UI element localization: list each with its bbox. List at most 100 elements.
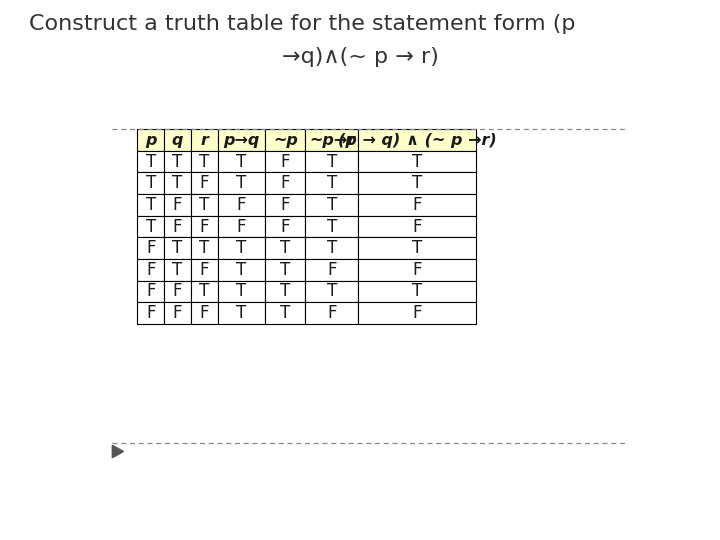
Bar — [265, 259, 305, 281]
Text: F: F — [146, 282, 156, 300]
Text: T: T — [412, 153, 422, 171]
Bar — [359, 151, 476, 172]
Text: F: F — [146, 261, 156, 279]
Bar — [138, 281, 164, 302]
Text: T: T — [173, 153, 183, 171]
Bar — [305, 129, 359, 151]
Bar — [305, 151, 359, 172]
Bar — [359, 194, 476, 216]
Text: F: F — [327, 261, 337, 279]
Text: T: T — [327, 153, 337, 171]
Bar — [217, 259, 265, 281]
Text: F: F — [146, 304, 156, 322]
Bar — [359, 172, 476, 194]
Text: T: T — [412, 174, 422, 192]
Text: q: q — [172, 132, 184, 147]
Text: F: F — [413, 261, 422, 279]
Text: Construct a truth table for the statement form (p: Construct a truth table for the statemen… — [29, 14, 575, 35]
Text: F: F — [237, 218, 246, 235]
Bar — [359, 302, 476, 324]
Bar — [265, 238, 305, 259]
Text: T: T — [236, 153, 247, 171]
Bar — [265, 194, 305, 216]
Bar — [217, 238, 265, 259]
Text: T: T — [145, 218, 156, 235]
Bar — [164, 259, 191, 281]
Text: F: F — [199, 174, 209, 192]
Bar — [138, 259, 164, 281]
Bar — [138, 172, 164, 194]
Bar — [164, 302, 191, 324]
Bar — [164, 238, 191, 259]
Text: T: T — [327, 174, 337, 192]
Text: F: F — [199, 304, 209, 322]
Text: T: T — [199, 196, 210, 214]
Bar — [164, 216, 191, 238]
Bar — [359, 216, 476, 238]
Text: T: T — [236, 239, 247, 257]
Bar — [305, 259, 359, 281]
Bar — [265, 302, 305, 324]
Text: ~p: ~p — [273, 132, 298, 147]
Text: T: T — [173, 239, 183, 257]
Bar — [164, 151, 191, 172]
Text: T: T — [199, 282, 210, 300]
Text: F: F — [281, 196, 290, 214]
Bar — [265, 281, 305, 302]
Bar — [359, 238, 476, 259]
Bar — [305, 194, 359, 216]
Bar — [191, 259, 217, 281]
Bar — [265, 151, 305, 172]
Text: F: F — [173, 304, 182, 322]
Text: F: F — [413, 196, 422, 214]
Bar — [138, 129, 164, 151]
Bar — [191, 281, 217, 302]
Text: T: T — [412, 282, 422, 300]
Text: F: F — [199, 261, 209, 279]
Text: T: T — [145, 174, 156, 192]
Bar — [305, 302, 359, 324]
Bar — [359, 281, 476, 302]
Text: F: F — [281, 174, 290, 192]
Bar — [217, 302, 265, 324]
Text: →q)∧(~ p → r): →q)∧(~ p → r) — [282, 46, 438, 67]
Bar — [138, 194, 164, 216]
Text: (p → q) ∧ (~ p →r): (p → q) ∧ (~ p →r) — [338, 132, 496, 147]
Bar — [305, 281, 359, 302]
Bar — [164, 129, 191, 151]
Text: T: T — [236, 304, 247, 322]
Text: T: T — [173, 174, 183, 192]
Text: T: T — [145, 196, 156, 214]
Bar — [217, 281, 265, 302]
Text: T: T — [236, 282, 247, 300]
Bar — [217, 129, 265, 151]
Bar — [217, 194, 265, 216]
Bar — [217, 216, 265, 238]
Text: F: F — [146, 239, 156, 257]
Bar — [138, 151, 164, 172]
Bar — [191, 302, 217, 324]
Text: T: T — [173, 261, 183, 279]
Text: T: T — [145, 153, 156, 171]
Text: F: F — [281, 153, 290, 171]
Bar — [164, 194, 191, 216]
Text: F: F — [173, 196, 182, 214]
Text: F: F — [413, 218, 422, 235]
Text: T: T — [280, 304, 290, 322]
Bar — [191, 238, 217, 259]
Bar — [265, 172, 305, 194]
Bar — [138, 216, 164, 238]
Text: F: F — [413, 304, 422, 322]
Bar — [265, 216, 305, 238]
Bar — [305, 238, 359, 259]
Text: T: T — [412, 239, 422, 257]
Text: F: F — [173, 282, 182, 300]
Polygon shape — [112, 446, 124, 458]
Text: F: F — [173, 218, 182, 235]
Text: T: T — [280, 239, 290, 257]
Bar — [191, 216, 217, 238]
Bar — [217, 172, 265, 194]
Text: p: p — [145, 132, 156, 147]
Bar — [305, 216, 359, 238]
Bar — [359, 129, 476, 151]
